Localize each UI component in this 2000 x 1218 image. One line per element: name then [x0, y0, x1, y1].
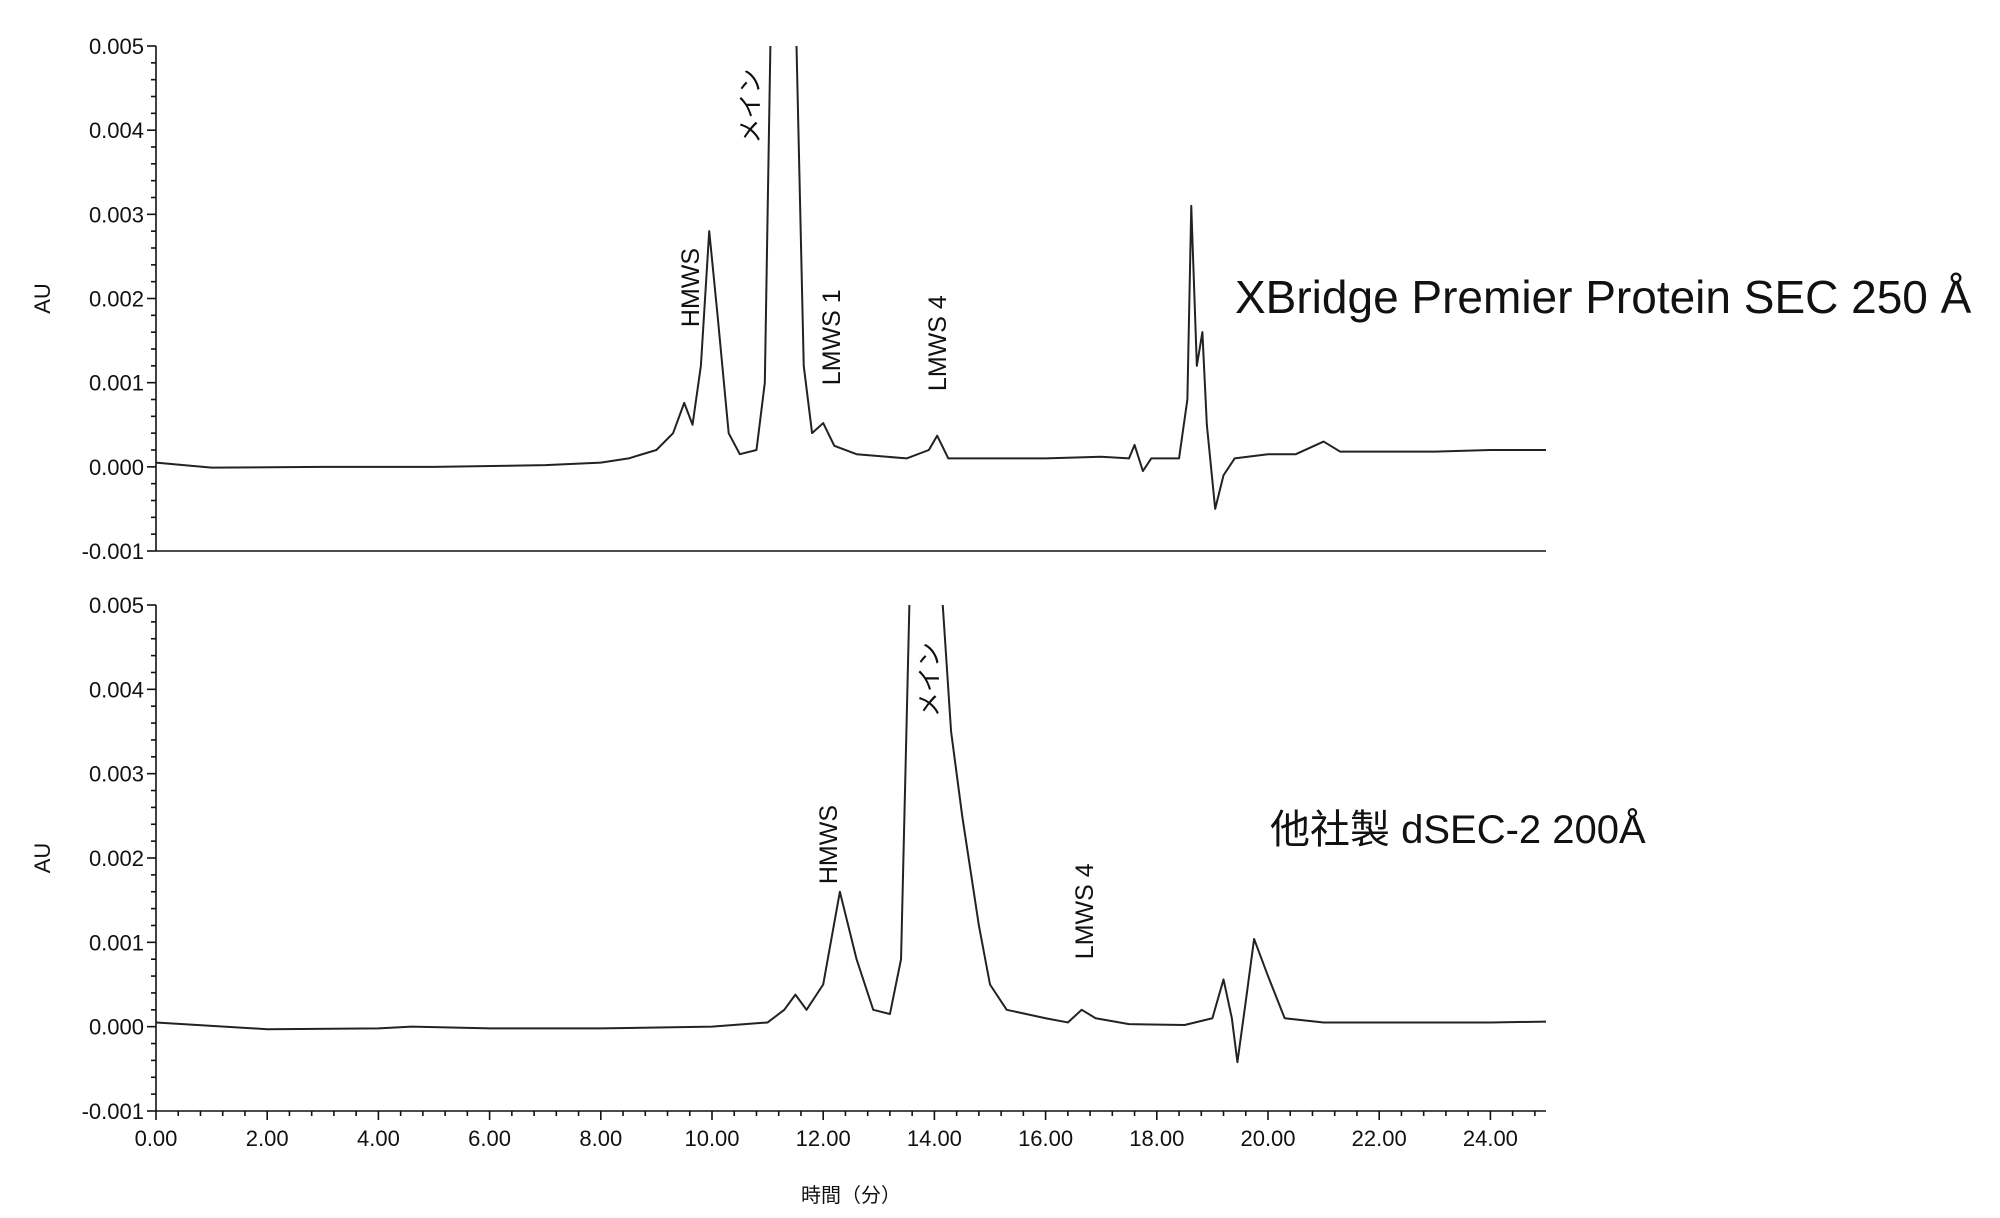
y-tick-label: 0.005	[89, 593, 144, 618]
y-tick-label: 0.000	[89, 1015, 144, 1040]
peak-label: LMWS 4	[924, 295, 952, 391]
y-tick-label: 0.003	[89, 202, 144, 227]
x-tick-label: 20.00	[1240, 1126, 1295, 1151]
x-tick-label: 16.00	[1018, 1126, 1073, 1151]
series-label: 他社製 dSEC-2 200Å	[1270, 807, 1646, 852]
x-tick-label: 2.00	[246, 1126, 289, 1151]
x-tick-label: 12.00	[796, 1126, 851, 1151]
peak-label: HMWS	[815, 805, 843, 884]
peak-label: メイン	[737, 69, 765, 144]
series-label: XBridge Premier Protein SEC 250 Å	[1235, 271, 1972, 323]
x-tick-label: 14.00	[907, 1126, 962, 1151]
y-tick-label: 0.003	[89, 762, 144, 787]
y-tick-label: 0.004	[89, 118, 144, 143]
peak-label: LMWS 1	[818, 289, 846, 385]
y-tick-label: 0.005	[89, 34, 144, 59]
x-tick-label: 10.00	[684, 1126, 739, 1151]
y-axis-label: AU	[30, 843, 55, 874]
y-tick-label: 0.001	[89, 930, 144, 955]
x-tick-label: 6.00	[468, 1126, 511, 1151]
y-tick-label: 0.004	[89, 677, 144, 702]
y-tick-label: -0.001	[82, 1099, 144, 1124]
data-line	[156, 605, 1546, 1064]
x-tick-label: 8.00	[579, 1126, 622, 1151]
x-axis-label: 時間（分）	[801, 1184, 901, 1207]
data-line	[156, 46, 1546, 510]
y-axis-label: AU	[30, 283, 55, 314]
x-tick-label: 18.00	[1129, 1126, 1184, 1151]
x-tick-label: 4.00	[357, 1126, 400, 1151]
peak-label: LMWS 4	[1071, 863, 1099, 959]
y-tick-label: 0.002	[89, 287, 144, 312]
y-tick-label: 0.001	[89, 371, 144, 396]
x-tick-label: 24.00	[1463, 1126, 1518, 1151]
y-tick-label: 0.002	[89, 846, 144, 871]
x-tick-label: 22.00	[1352, 1126, 1407, 1151]
peak-label: メイン	[916, 642, 944, 717]
y-tick-label: 0.000	[89, 455, 144, 480]
peak-label: HMWS	[677, 248, 705, 327]
y-tick-label: -0.001	[82, 539, 144, 564]
x-tick-label: 0.00	[135, 1126, 178, 1151]
